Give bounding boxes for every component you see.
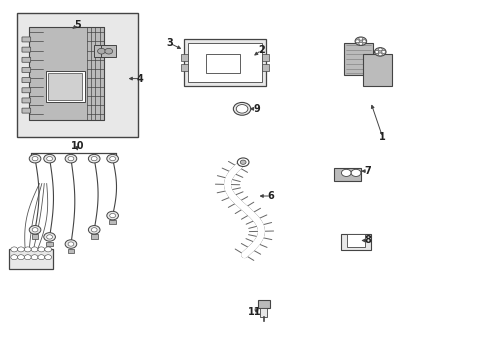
Circle shape	[378, 53, 382, 56]
Circle shape	[46, 157, 52, 161]
Circle shape	[236, 104, 247, 113]
Circle shape	[65, 154, 77, 163]
Circle shape	[354, 37, 366, 45]
Circle shape	[32, 157, 38, 161]
Circle shape	[44, 233, 55, 241]
FancyBboxPatch shape	[22, 78, 31, 82]
Circle shape	[378, 48, 382, 51]
Bar	[346, 234, 364, 247]
FancyBboxPatch shape	[22, 37, 31, 42]
Bar	[32, 234, 39, 239]
Circle shape	[109, 213, 115, 218]
Circle shape	[374, 48, 386, 56]
Bar	[260, 308, 267, 317]
Bar	[262, 64, 269, 72]
Polygon shape	[29, 27, 103, 120]
Circle shape	[45, 247, 51, 252]
Text: 11: 11	[247, 307, 261, 317]
Text: 8: 8	[364, 235, 371, 246]
Circle shape	[374, 50, 378, 53]
Circle shape	[358, 42, 362, 45]
Circle shape	[355, 40, 359, 42]
Circle shape	[11, 247, 18, 252]
Text: 5: 5	[74, 20, 81, 30]
Circle shape	[233, 103, 250, 115]
Text: 2: 2	[258, 45, 264, 55]
Circle shape	[91, 157, 97, 161]
Bar	[94, 45, 108, 57]
FancyBboxPatch shape	[22, 108, 31, 113]
Circle shape	[240, 160, 245, 165]
Bar	[187, 43, 262, 82]
Polygon shape	[343, 43, 372, 75]
Circle shape	[68, 242, 74, 246]
Circle shape	[29, 226, 41, 234]
Circle shape	[38, 255, 45, 260]
Circle shape	[31, 247, 38, 252]
Circle shape	[88, 154, 100, 163]
Bar	[45, 72, 84, 102]
Bar	[183, 40, 266, 86]
Text: 9: 9	[253, 104, 260, 114]
Bar	[205, 54, 239, 73]
Circle shape	[88, 226, 100, 234]
Circle shape	[358, 37, 362, 40]
Circle shape	[104, 48, 112, 54]
Bar	[109, 220, 116, 225]
FancyBboxPatch shape	[22, 88, 31, 93]
Circle shape	[68, 157, 74, 161]
Circle shape	[106, 211, 118, 220]
Circle shape	[32, 228, 38, 232]
Bar	[181, 54, 187, 61]
Circle shape	[362, 40, 366, 42]
Circle shape	[18, 247, 24, 252]
Circle shape	[381, 50, 385, 53]
FancyBboxPatch shape	[22, 57, 31, 62]
Circle shape	[91, 228, 97, 232]
Bar	[67, 249, 74, 253]
Text: 1: 1	[379, 132, 385, 142]
Text: 4: 4	[137, 73, 143, 84]
Circle shape	[46, 235, 52, 239]
Text: 10: 10	[70, 141, 84, 151]
Bar	[341, 234, 370, 251]
Circle shape	[106, 154, 118, 163]
Bar	[46, 242, 53, 246]
Bar	[258, 300, 269, 308]
Polygon shape	[363, 54, 391, 86]
Circle shape	[29, 154, 41, 163]
Circle shape	[38, 247, 45, 252]
Text: 6: 6	[267, 191, 274, 201]
Text: 7: 7	[364, 166, 371, 176]
FancyBboxPatch shape	[22, 47, 31, 52]
Bar	[17, 13, 138, 137]
FancyBboxPatch shape	[22, 67, 31, 72]
Bar	[333, 168, 360, 181]
Circle shape	[44, 154, 55, 163]
Circle shape	[45, 255, 51, 260]
Text: 3: 3	[165, 38, 172, 48]
Circle shape	[341, 169, 350, 176]
Bar	[102, 45, 116, 57]
Circle shape	[350, 169, 360, 176]
Bar	[9, 249, 53, 269]
Circle shape	[18, 255, 24, 260]
FancyBboxPatch shape	[22, 98, 31, 103]
Bar	[48, 73, 82, 100]
Circle shape	[31, 255, 38, 260]
Bar	[181, 64, 187, 72]
Circle shape	[24, 247, 31, 252]
Circle shape	[98, 48, 105, 54]
Circle shape	[24, 255, 31, 260]
Circle shape	[109, 157, 115, 161]
Circle shape	[237, 158, 248, 166]
Circle shape	[65, 240, 77, 248]
Bar	[262, 54, 269, 61]
Circle shape	[11, 255, 18, 260]
Bar	[91, 234, 98, 239]
